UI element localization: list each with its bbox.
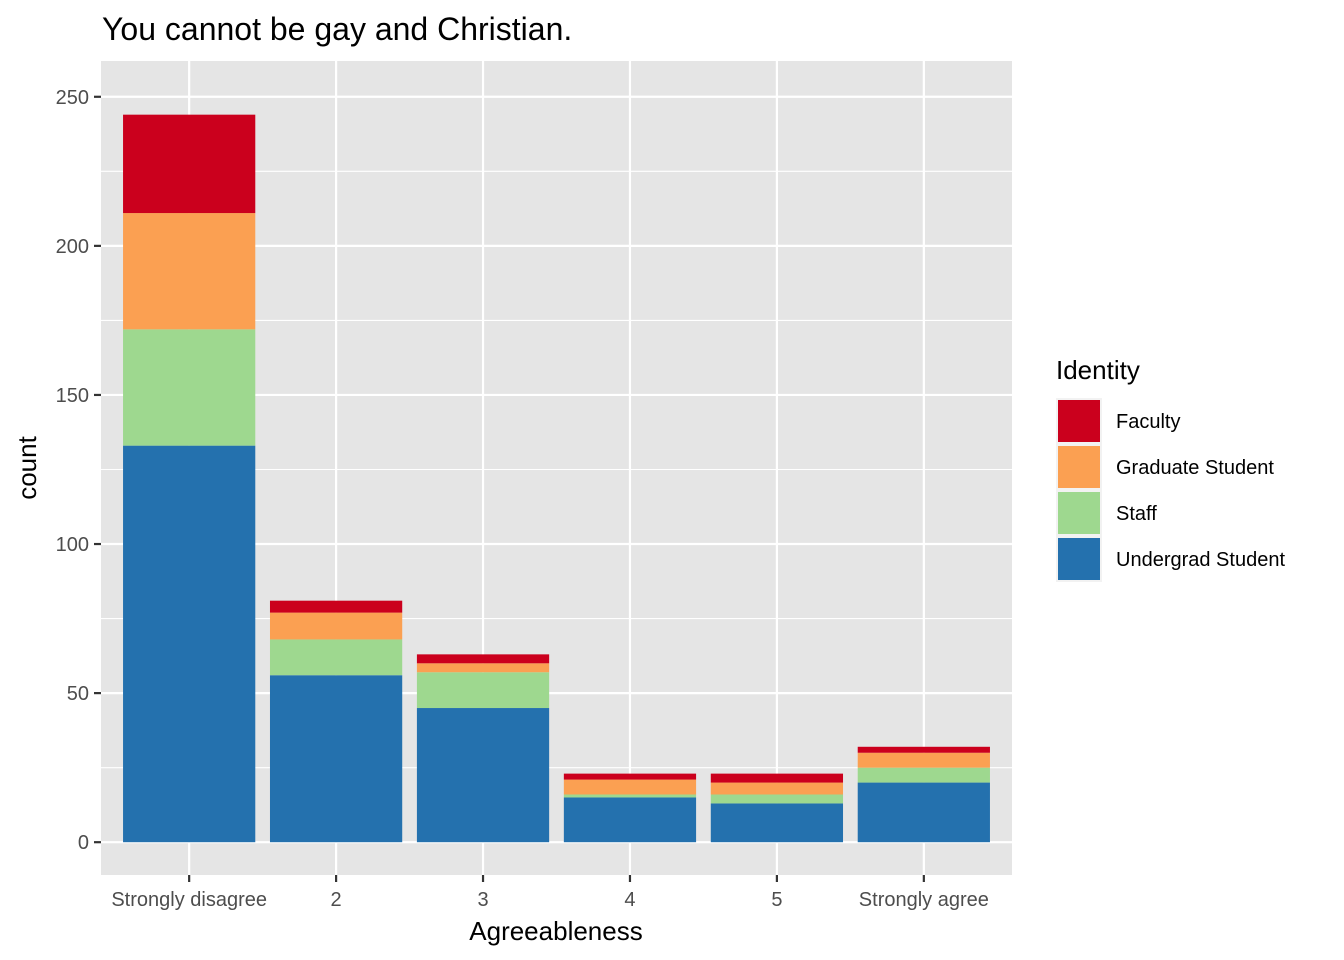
y-axis-title: count — [12, 435, 42, 499]
x-axis-title: Agreeableness — [469, 916, 642, 946]
x-tick-label: Strongly disagree — [111, 889, 267, 911]
x-tick-label: 4 — [624, 889, 635, 911]
x-axis: Strongly disagree 2 3 4 5 Strongly agree — [111, 875, 989, 911]
y-tick-label: 100 — [56, 534, 89, 556]
bar-segment — [563, 794, 697, 798]
bar-segment — [710, 782, 844, 795]
bar-segment — [563, 797, 697, 843]
bar-segment — [123, 213, 256, 330]
bar-segment — [857, 752, 990, 768]
y-axis: 0 50 100 150 200 250 — [56, 87, 101, 854]
bar-segment — [416, 663, 550, 673]
bar-segment — [710, 773, 844, 783]
legend-label: Graduate Student — [1116, 457, 1274, 479]
bar-segment — [857, 782, 990, 843]
bar-segment — [710, 803, 844, 843]
x-tick-label: 5 — [771, 889, 782, 911]
bar-segment — [269, 639, 403, 676]
bar-segment — [416, 654, 550, 664]
bar-segment — [123, 445, 256, 843]
x-tick-label: 2 — [331, 889, 342, 911]
chart-title: You cannot be gay and Christian. — [102, 11, 572, 47]
bar-segment — [269, 675, 403, 843]
legend-title: Identity — [1056, 355, 1140, 385]
bar-segment — [416, 672, 550, 709]
legend-label: Faculty — [1116, 411, 1180, 433]
x-tick-label: 3 — [477, 889, 488, 911]
legend-swatch — [1058, 446, 1100, 488]
y-tick-label: 250 — [56, 87, 89, 109]
bars — [123, 114, 990, 843]
legend-label: Staff — [1116, 503, 1157, 525]
bar-segment — [269, 600, 403, 613]
bar-segment — [416, 708, 550, 843]
y-tick-label: 0 — [78, 832, 89, 854]
y-tick-label: 150 — [56, 385, 89, 407]
bar-segment — [857, 767, 990, 783]
bar-segment — [269, 612, 403, 640]
legend-swatch — [1058, 492, 1100, 534]
bar-segment — [123, 329, 256, 446]
bar-segment — [563, 779, 697, 795]
x-tick-label: Strongly agree — [859, 889, 989, 911]
bar-segment — [563, 773, 697, 780]
bar-segment — [857, 746, 990, 753]
y-tick-label: 50 — [67, 683, 89, 705]
y-tick-label: 200 — [56, 236, 89, 258]
legend-swatch — [1058, 400, 1100, 442]
bar-segment — [710, 794, 844, 804]
legend: Identity Faculty Graduate Student Staff Und… — [1056, 355, 1285, 582]
bar-segment — [123, 114, 256, 214]
legend-swatch — [1058, 538, 1100, 580]
legend-label: Undergrad Student — [1116, 549, 1285, 571]
